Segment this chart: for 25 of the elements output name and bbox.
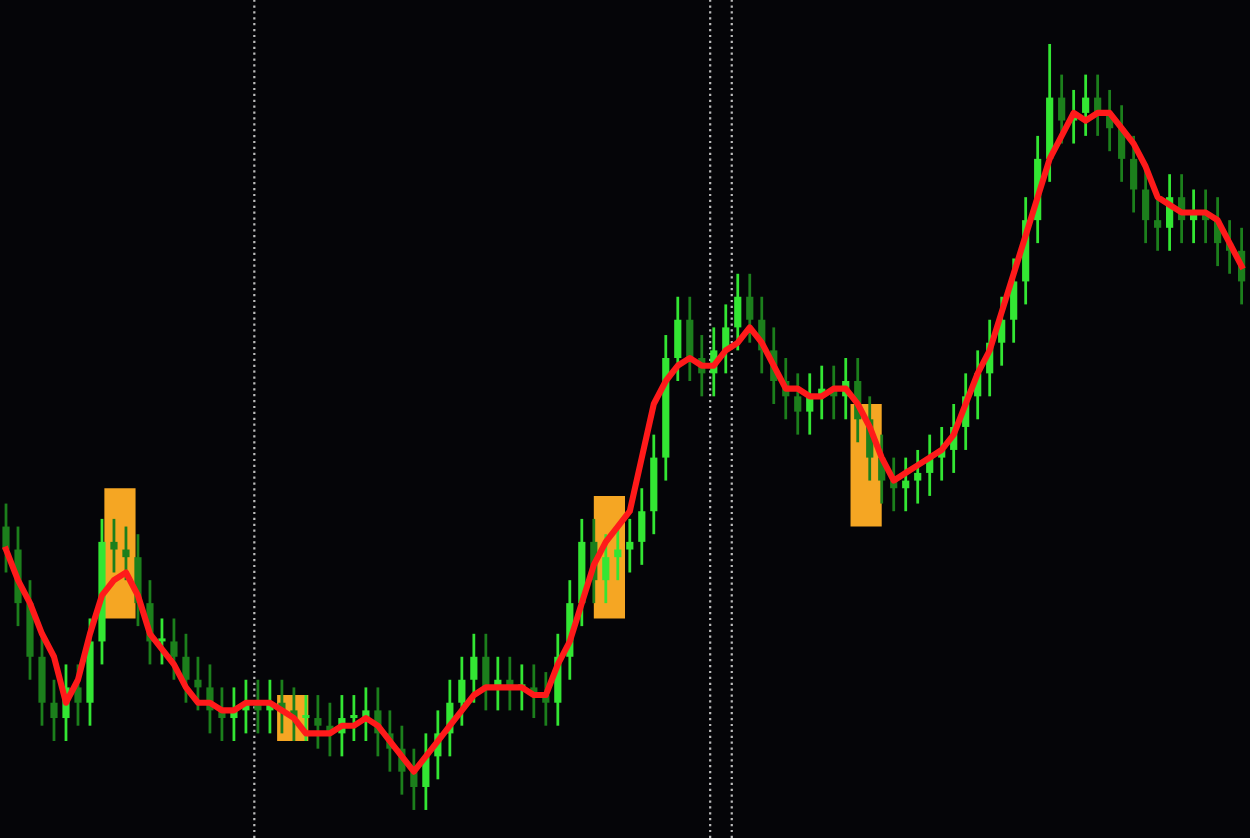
candlestick [914, 448, 922, 505]
candlestick [110, 517, 118, 574]
candlestick [638, 486, 646, 567]
candlestick [158, 617, 166, 666]
candlestick [794, 371, 802, 437]
candlestick [674, 295, 682, 383]
candlestick [686, 295, 694, 383]
candlestick [1130, 134, 1138, 214]
candlestick [626, 517, 634, 574]
candlestick [350, 693, 358, 743]
candlestick [746, 272, 754, 345]
candlestick [182, 632, 190, 705]
candlestick [1154, 195, 1162, 253]
candlestick [1058, 73, 1066, 145]
candlestick [50, 678, 58, 743]
candlestick [602, 532, 610, 605]
candlestick [170, 617, 178, 682]
candlestick [458, 655, 466, 728]
candlestick [2, 502, 10, 574]
candlestick [1082, 73, 1090, 138]
candlestick [194, 655, 202, 712]
candlestick [734, 272, 742, 352]
candlestick [122, 525, 130, 582]
candlestick [314, 693, 322, 751]
candlestick [470, 632, 478, 705]
